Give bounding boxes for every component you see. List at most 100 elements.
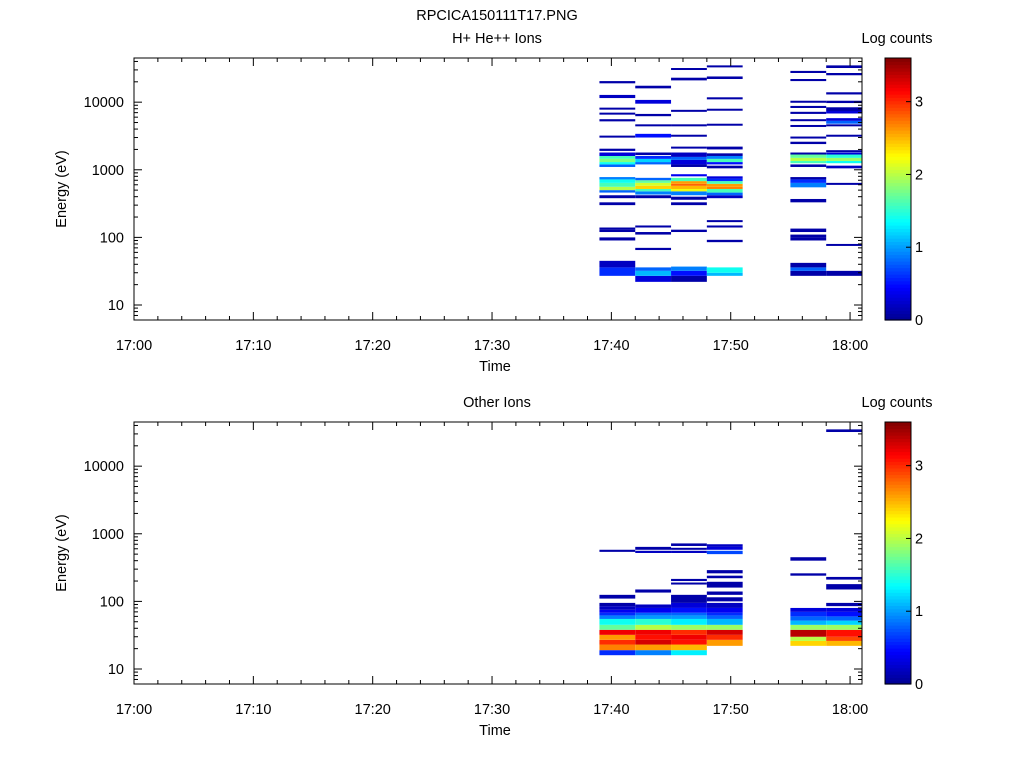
heatmap-cell [599,609,636,613]
colorbar-swatch [885,139,911,144]
heatmap-cell [706,546,743,550]
heatmap-cell [826,160,862,164]
colorbar-swatch [885,261,911,265]
y-tick-label: 10 [108,298,124,314]
colorbar-swatch [885,553,911,557]
heatmap-cell [671,615,707,619]
colorbar-swatch [885,471,911,476]
colorbar-swatch [885,510,911,515]
heatmap-cell [826,92,862,95]
heatmap-cell [671,77,707,81]
colorbar-swatch [885,90,911,95]
colorbar-swatch [885,566,911,570]
heatmap-cell [635,604,672,608]
colorbar-swatch [885,103,911,108]
heatmap-cell [790,234,827,238]
colorbar-swatch [885,280,911,285]
heatmap-cell [706,188,743,193]
colorbar-swatch [885,520,911,525]
colorbar-swatch [885,664,911,669]
colorbar-swatch [885,264,911,269]
colorbar-swatch [885,579,911,584]
heatmap-cell [826,636,862,641]
colorbar-swatch [885,211,911,216]
heatmap-cell [826,165,862,169]
heatmap-cell [706,581,743,588]
heatmap-cell [599,227,636,230]
heatmap-cell [706,65,743,68]
colorbar-swatch [885,615,911,620]
heatmap-cell [671,602,707,608]
heatmap-cell [671,550,707,553]
heatmap-cell [790,164,827,167]
heatmap-cell [706,575,743,579]
colorbar-swatch [885,244,911,249]
heatmap-cell [599,195,636,199]
colorbar-tick-label: 0 [915,677,923,693]
colorbar-swatch [885,536,911,541]
y-tick-label: 1000 [92,163,124,179]
colorbar-swatch [885,431,911,436]
colorbar-swatch [885,625,911,629]
colorbar-swatch [885,644,911,649]
heatmap-cell [671,202,707,206]
colorbar-swatch [885,303,911,308]
heatmap-cell [706,162,743,165]
colorbar-swatch [885,221,911,226]
page-title: RPCICA150111T17.PNG [416,8,577,24]
heatmap-cell [599,644,636,651]
heatmap-cell [635,267,672,271]
colorbar-swatch [885,546,911,551]
heatmap-cell [790,629,827,637]
heatmap-cell [826,107,862,111]
heatmap-cell [790,228,827,233]
y-tick-label: 100 [100,594,124,610]
colorbar-swatch [885,169,911,174]
heatmap-cell [790,624,827,630]
colorbar-swatch [885,523,911,528]
colorbar-swatch [885,218,911,223]
heatmap-cell [635,113,672,117]
x-tick-label: 17:10 [235,338,271,354]
colorbar-swatch [885,575,911,580]
colorbar-swatch [885,657,911,662]
heatmap-cell [790,270,827,276]
colorbar: 0 1 2 3 [884,57,923,329]
colorbar-swatch [885,608,911,613]
heatmap-cell [671,582,707,585]
colorbar-swatch [885,598,911,603]
colorbar-swatch [885,84,911,89]
x-tick-label: 17:20 [355,338,391,354]
heatmap-cell [671,618,707,625]
heatmap-cell [671,181,707,184]
colorbar-swatch [885,195,911,200]
colorbar-swatch [885,257,911,262]
heatmap-cell [706,272,743,276]
heatmap-cell [671,612,707,616]
heatmap-cells [599,65,862,282]
heatmap-cell [671,607,707,613]
colorbar-swatch [885,592,911,597]
heatmap-cell [671,68,707,71]
plot-frame [133,421,863,685]
colorbar-swatch [885,166,911,170]
heatmap-cell [635,99,672,104]
heatmap-cell [706,612,743,616]
colorbar-swatch [885,602,911,607]
colorbar-label: Log counts [862,31,933,47]
heatmap-cell [635,550,672,553]
heatmap-cell [599,158,636,163]
x-tick-label: 17:50 [713,338,749,354]
colorbar-tick-label: 2 [915,167,923,183]
colorbar-swatch [885,484,911,489]
colorbar-swatch [885,192,911,197]
colorbar-swatch [885,113,911,118]
heatmap-cell [599,107,636,110]
heatmap-cell [635,188,672,192]
heatmap-cell [635,634,672,640]
heatmap-cell [790,70,827,73]
heatmap-cell [599,135,636,138]
heatmap-cell [790,182,827,188]
colorbar-swatch [885,651,911,656]
panel-title: Other Ions [463,395,531,411]
